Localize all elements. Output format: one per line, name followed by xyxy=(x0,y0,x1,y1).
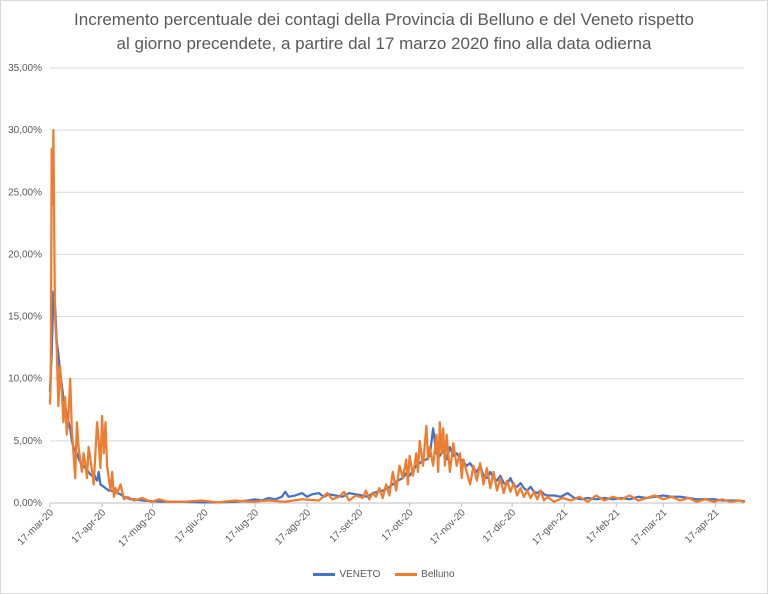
series-layer xyxy=(48,128,746,504)
x-tick-label: 17-ago-20 xyxy=(273,507,313,547)
legend: VENETO Belluno xyxy=(0,568,768,580)
x-tick-label: 17-apr-21 xyxy=(683,507,722,546)
legend-item-veneto: VENETO xyxy=(313,569,380,580)
x-tick-label: 17-dic-20 xyxy=(481,507,519,545)
x-axis: 17-mar-20 17-apr-20 17-mag-20 17-giu-20 17-l… xyxy=(16,502,744,549)
x-tick-label: 17-mag-20 xyxy=(117,507,159,549)
y-tick-label: 30,00% xyxy=(8,125,42,136)
chart-title: Incremento percentuale dei contagi della… xyxy=(0,8,768,56)
y-tick-label: 15,00% xyxy=(8,312,42,323)
x-tick-label: 17-ott-20 xyxy=(380,507,416,543)
legend-label-veneto: VENETO xyxy=(339,569,381,580)
gridlines xyxy=(50,67,744,442)
y-tick-label: 25,00% xyxy=(8,187,42,198)
x-tick-label: 17-mar-20 xyxy=(16,507,57,548)
y-axis: 0,00% 5,00% 10,00% 15,00% 20,00% 25,00% 30,00%… xyxy=(8,63,42,509)
legend-swatch-belluno xyxy=(395,573,418,576)
series-line-veneto xyxy=(48,290,746,504)
y-tick-label: 35,00% xyxy=(8,63,42,74)
y-tick-label: 10,00% xyxy=(8,374,42,385)
x-tick-label: 17-gen-21 xyxy=(530,507,570,547)
x-tick-label: 17-nov-20 xyxy=(428,507,468,547)
x-tick-label: 17-mar-21 xyxy=(629,507,670,548)
series-line-belluno xyxy=(48,128,746,504)
legend-item-belluno: Belluno xyxy=(395,569,455,580)
legend-swatch-veneto xyxy=(313,573,336,576)
x-tick-label: 17-apr-20 xyxy=(70,507,109,546)
x-tick-label: 17-lug-20 xyxy=(223,507,261,545)
chart-title-line-2: al giorno precendete, a partire dal 17 m… xyxy=(116,34,652,53)
y-tick-label: 0,00% xyxy=(14,498,42,509)
x-tick-label: 17-giu-20 xyxy=(173,507,211,545)
x-tick-label: 17-set-20 xyxy=(328,507,366,545)
legend-label-belluno: Belluno xyxy=(421,569,455,580)
chart-title-line-1: Incremento percentuale dei contagi della… xyxy=(74,10,694,29)
x-tick-label: 17-feb-21 xyxy=(584,507,622,545)
y-tick-label: 20,00% xyxy=(8,249,42,260)
y-tick-label: 5,00% xyxy=(14,436,42,447)
